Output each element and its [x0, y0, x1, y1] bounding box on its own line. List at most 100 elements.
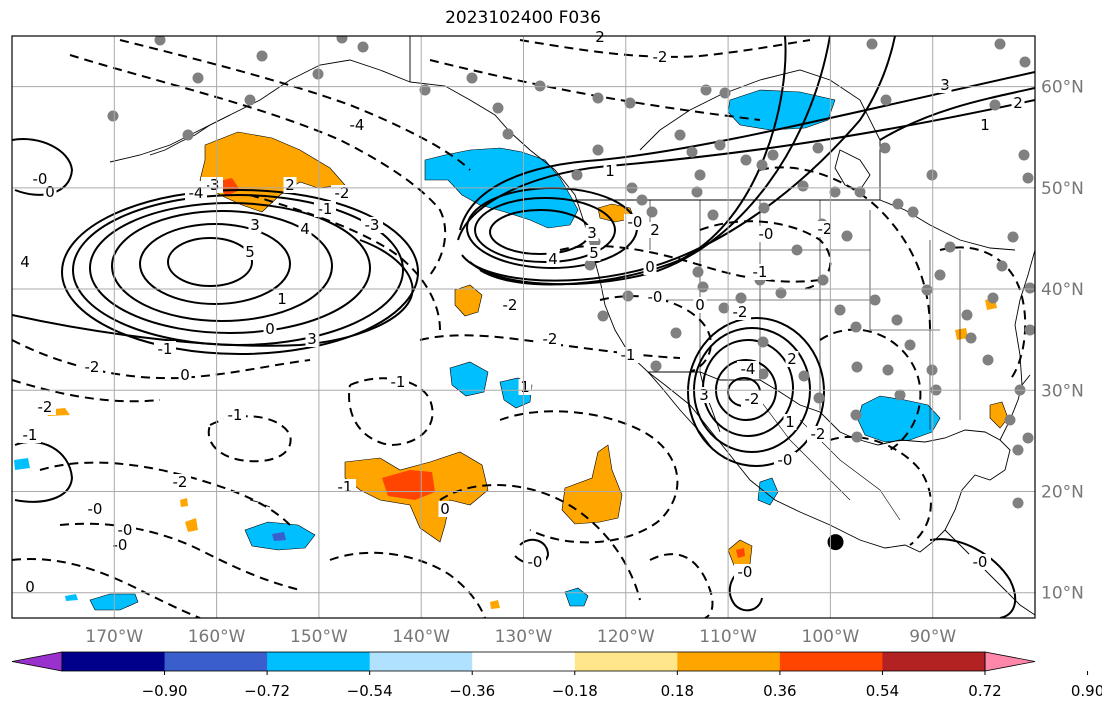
canada-interior [639, 69, 881, 200]
contour-label: -1 [753, 263, 768, 281]
contour-label-bg [346, 117, 368, 133]
contour-label: 2 [595, 28, 605, 46]
negative-anomaly-region [14, 458, 30, 470]
colorbar-tick-label: 0.72 [968, 682, 1001, 700]
hawaii [249, 499, 271, 508]
positive-anomaly-region [736, 548, 745, 558]
contour-label: 0 [265, 320, 275, 338]
contour-label: 1 [785, 413, 795, 431]
contour-label: 1 [277, 290, 287, 308]
contour-label: 4 [20, 253, 30, 271]
colorbar-extend-low [11, 651, 63, 672]
contour-label: 5 [245, 243, 255, 261]
contour-label: -2 [38, 398, 53, 416]
contour-line [119, 39, 471, 171]
positive-anomaly-region [180, 498, 188, 507]
contour-label-bg [648, 222, 662, 238]
colorbar-tick-label: −0.54 [347, 682, 393, 700]
contour-label: 0 [25, 578, 35, 596]
contour-label: -1 [228, 406, 243, 424]
contour-label: -4 [741, 360, 756, 378]
contour-label: -4 [350, 116, 365, 134]
contour-label: 3 [940, 76, 950, 94]
longitude-label: 90°W [909, 627, 956, 647]
latitude-label: 30°N [1041, 381, 1084, 401]
contour-label-bg [741, 391, 763, 407]
contour-label: 3 [587, 224, 597, 242]
contour-label: -0 [528, 553, 543, 571]
contour-line [879, 87, 1035, 141]
contour-label: 1 [520, 378, 530, 396]
contour-label-bg [785, 351, 799, 367]
contour-label: -1 [621, 346, 636, 364]
latitude-label: 50°N [1041, 179, 1084, 199]
contour-label: -2 [335, 184, 350, 202]
positive-anomaly-region [454, 284, 483, 317]
latitude-label: 60°N [1041, 78, 1084, 98]
contour-line [461, 36, 896, 282]
contour-label-bg [518, 379, 532, 395]
colorbar-segment [62, 652, 166, 671]
contour-line [207, 415, 292, 463]
contour-label-bg [593, 29, 607, 45]
positive-anomaly-region [561, 444, 623, 525]
contour-label: 2 [285, 176, 295, 194]
contour-line [499, 410, 679, 544]
contour-line [89, 202, 371, 334]
us-mexico-border [648, 371, 859, 441]
contour-label: -0 [88, 500, 103, 518]
contour-label: 4 [300, 220, 310, 238]
contour-line [939, 246, 1027, 381]
contour-label-bg [585, 225, 599, 241]
contour-line [649, 553, 714, 618]
contour-label-bg [603, 163, 617, 179]
contour-label-bg [644, 289, 666, 305]
contour-label: 0 [45, 183, 55, 201]
longitude-label: 140°W [392, 627, 450, 647]
contour-label: 2 [787, 350, 797, 368]
contour-label-bg [178, 367, 192, 383]
colorbar-tick-label: −0.72 [244, 682, 290, 700]
contour-label: 1 [980, 116, 990, 134]
map-title: 2023102400 F036 [445, 8, 601, 28]
colorbar: −0.90 −0.72 −0.54 −0.36 −0.18 0.18 0.36 0.54 0.7… [11, 651, 1102, 700]
hudson-bay [834, 149, 871, 191]
contour-label: 0 [180, 366, 190, 384]
positive-anomaly-region [490, 600, 500, 609]
contour-label-bg [524, 554, 546, 570]
contour-line [12, 138, 74, 196]
positive-anomaly-region [955, 328, 968, 340]
contour-label-bg [305, 331, 319, 347]
contour-label: -2 [818, 220, 833, 238]
colorbar-segment [369, 652, 473, 671]
contour-label: -2 [173, 473, 188, 491]
contour-label-bg [81, 359, 103, 375]
contour-label: 4 [548, 250, 558, 268]
contour-label: -1 [158, 340, 173, 358]
contour-label-bg [29, 171, 51, 187]
contour-label-bg [729, 304, 751, 320]
contour-line [14, 440, 74, 503]
negative-anomaly-region [857, 395, 941, 443]
contour-label-bg [737, 361, 759, 377]
coastlines [109, 36, 1035, 616]
contour-label-bg [693, 297, 707, 313]
longitude-label: 100°W [802, 627, 860, 647]
gridlines [12, 36, 1035, 618]
contour-label: -2 [503, 296, 518, 314]
contour-label-bg [978, 117, 992, 133]
alaska-coastline [109, 36, 531, 163]
longitude-label: 170°W [85, 627, 143, 647]
colorbar-tick-label: 0.18 [661, 682, 694, 700]
negative-anomaly-region [449, 361, 489, 397]
contour-label: -0 [648, 288, 663, 306]
contour-label: 1 [605, 162, 615, 180]
contour-label-bg [18, 254, 32, 270]
contour-label: -2 [811, 425, 826, 443]
longitude-labels: 170°W 160°W 150°W 140°W 130°W 120°W 110°W 100°W… [85, 627, 956, 647]
contour-line [329, 551, 486, 618]
contour-label-bg [361, 217, 383, 233]
contour-line [249, 194, 441, 331]
map-frame [11, 35, 1036, 619]
